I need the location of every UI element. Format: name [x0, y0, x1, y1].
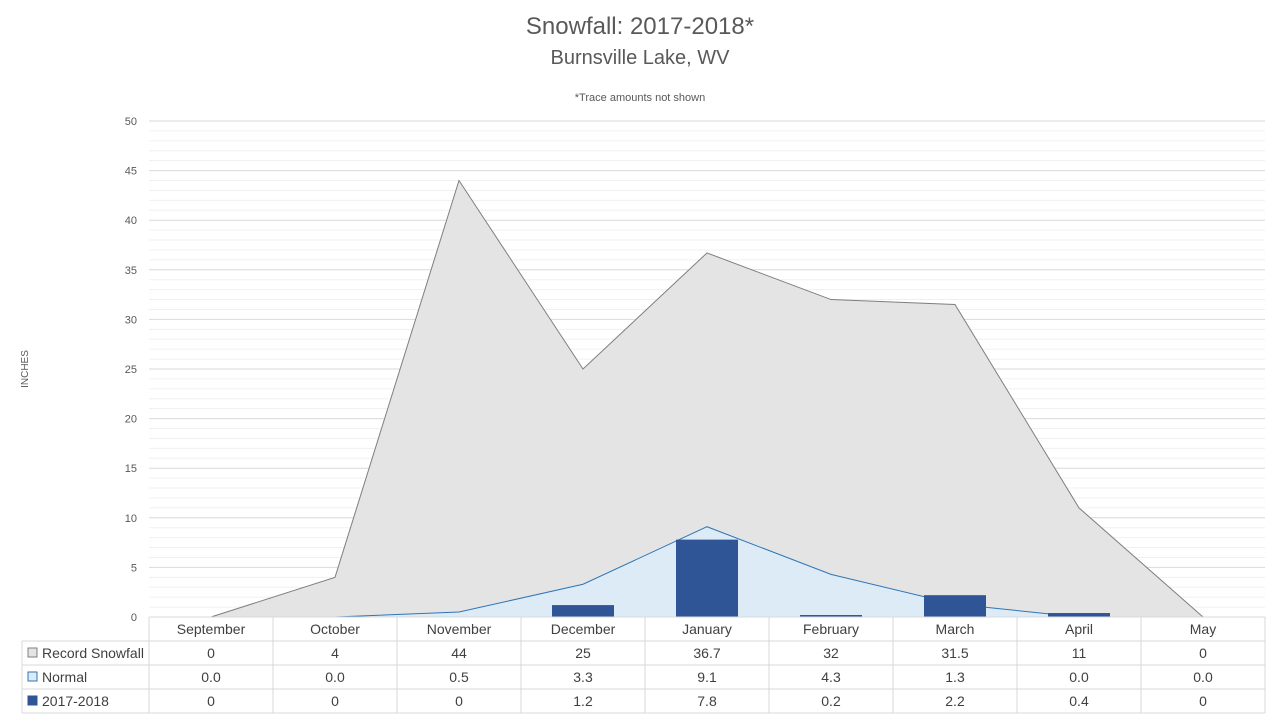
y-tick-label: 45 — [125, 166, 137, 178]
category-label: March — [936, 621, 975, 637]
data-table-cell: 3.3 — [573, 669, 593, 685]
category-label: December — [551, 621, 616, 637]
y-tick-label: 10 — [125, 513, 137, 525]
bar-april — [1048, 613, 1110, 617]
data-table-cell: 9.1 — [697, 669, 717, 685]
chart-subtitle: Burnsville Lake, WV — [551, 47, 731, 69]
record-snowfall-line — [210, 179, 1204, 618]
data-table-cell: 25 — [575, 645, 591, 661]
data-table-cell: 0 — [331, 693, 339, 709]
data-table-cell: 0.0 — [1193, 669, 1213, 685]
data-table-cell: 2.2 — [945, 693, 965, 709]
legend-key — [27, 695, 38, 706]
data-table-cell: 7.8 — [697, 693, 717, 709]
legend-series-name: Normal — [42, 669, 87, 685]
data-table-cell: 0 — [207, 693, 215, 709]
data-table-cell: 1.3 — [945, 669, 965, 685]
y-tick-label: 15 — [125, 463, 137, 475]
chart-note: *Trace amounts not shown — [575, 92, 705, 104]
category-label: January — [682, 621, 732, 637]
y-tick-label: 0 — [131, 612, 137, 624]
legend-key — [27, 647, 38, 658]
legend-series-name: 2017-2018 — [42, 693, 109, 709]
y-tick-label: 30 — [125, 314, 137, 326]
data-table-cell: 4 — [331, 645, 339, 661]
y-tick-label: 5 — [131, 562, 137, 574]
category-label: February — [803, 621, 859, 637]
legend-key — [27, 671, 38, 682]
data-table-cell: 1.2 — [573, 693, 593, 709]
y-axis-label: INCHES — [20, 350, 31, 388]
data-table-cell: 32 — [823, 645, 839, 661]
data-table-cell: 0.0 — [1069, 669, 1089, 685]
y-tick-label: 50 — [125, 116, 137, 128]
data-table-cell: 0.0 — [325, 669, 345, 685]
data-table-cell: 11 — [1072, 645, 1087, 661]
bar-january — [676, 539, 738, 617]
category-label: May — [1190, 621, 1216, 637]
category-label: November — [427, 621, 492, 637]
category-label: October — [310, 621, 360, 637]
data-table-cell: 0 — [455, 693, 463, 709]
bar-march — [924, 595, 986, 617]
data-table-cell: 4.3 — [821, 669, 841, 685]
data-table-cell: 0 — [207, 645, 215, 661]
y-tick-label: 40 — [125, 215, 137, 227]
chart-title: Snowfall: 2017-2018* — [526, 13, 754, 40]
normal-line — [211, 526, 1203, 618]
data-table: September October November December January F… — [21, 616, 1266, 714]
data-table-cell: 0.5 — [449, 669, 469, 685]
data-table-cell: 31.5 — [941, 645, 968, 661]
bar-february — [800, 615, 862, 617]
y-tick-label: 20 — [125, 414, 137, 426]
bar-series — [552, 539, 1110, 617]
data-table-cell: 0.4 — [1069, 693, 1089, 709]
category-label: April — [1065, 621, 1093, 637]
data-table-cell: 0.2 — [821, 693, 841, 709]
data-table-cell: 36.7 — [693, 645, 720, 661]
data-table-cell: 0 — [1199, 645, 1207, 661]
data-table-cell: 0.0 — [201, 669, 221, 685]
y-tick-label: 25 — [125, 364, 137, 376]
y-tick-label: 35 — [125, 265, 137, 277]
legend-series-name: Record Snowfall — [42, 645, 144, 661]
record-snowfall-area — [211, 180, 1203, 617]
data-table-cell: 44 — [451, 645, 467, 661]
y-tick-labels: 0 5 10 15 20 25 30 35 40 45 50 — [125, 116, 137, 624]
data-table-cell: 0 — [1199, 693, 1207, 709]
bar-december — [552, 605, 614, 617]
category-label: September — [177, 621, 246, 637]
